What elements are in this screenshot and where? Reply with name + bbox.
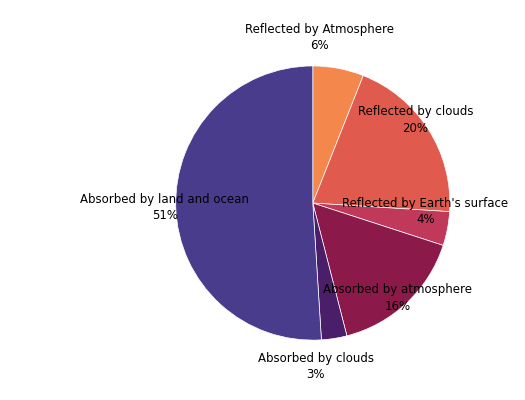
Text: 20%: 20% (403, 122, 428, 134)
Wedge shape (313, 203, 347, 340)
Text: Reflected by clouds: Reflected by clouds (358, 105, 474, 118)
Text: 3%: 3% (306, 368, 325, 381)
Text: Absorbed by clouds: Absorbed by clouds (258, 352, 374, 365)
Text: Absorbed by land and ocean: Absorbed by land and ocean (80, 193, 249, 206)
Text: Absorbed by atmosphere: Absorbed by atmosphere (323, 283, 472, 296)
Wedge shape (313, 66, 363, 203)
Text: 51%: 51% (152, 209, 178, 222)
Wedge shape (313, 203, 449, 245)
Text: 16%: 16% (385, 300, 411, 313)
Wedge shape (313, 203, 443, 336)
Text: Reflected by Atmosphere: Reflected by Atmosphere (245, 23, 394, 36)
Text: 4%: 4% (416, 213, 435, 226)
Text: Reflected by Earth's surface: Reflected by Earth's surface (342, 197, 508, 210)
Wedge shape (176, 66, 321, 340)
Text: 6%: 6% (310, 39, 329, 52)
Wedge shape (313, 76, 450, 212)
